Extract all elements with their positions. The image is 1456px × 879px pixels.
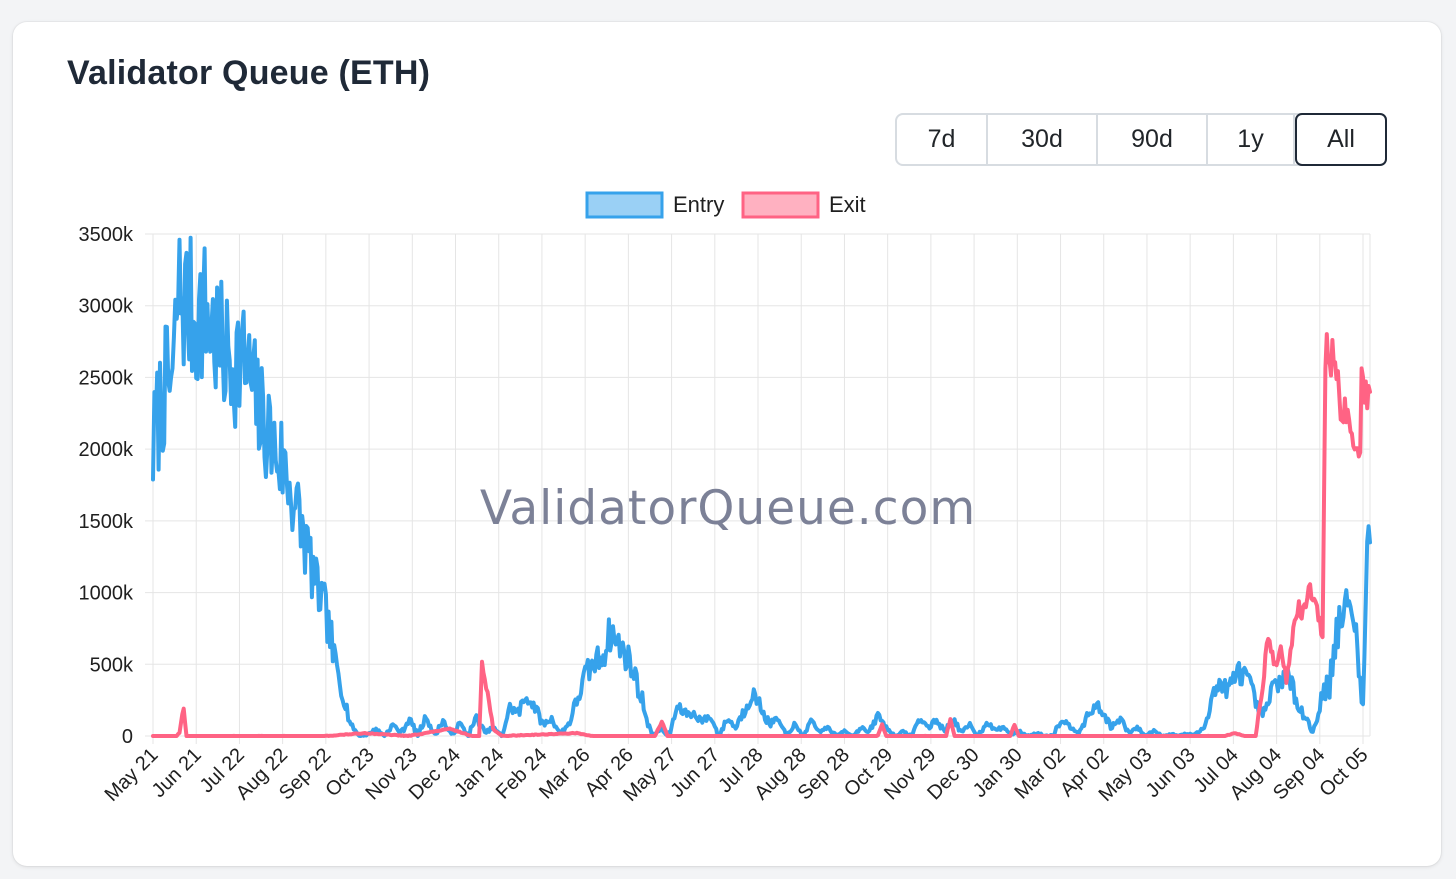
x-tick-label: Jun 27 (666, 744, 724, 802)
time-range-selector: 7d 30d 90d 1y All (895, 113, 1387, 166)
range-button-30d[interactable]: 30d (988, 115, 1098, 164)
legend-swatch (585, 191, 664, 219)
page-title: Validator Queue (ETH) (67, 54, 431, 92)
chart-series (151, 235, 1372, 738)
legend-item-exit[interactable]: Exit (741, 191, 866, 219)
series-line-exit (151, 332, 1372, 738)
watermark-layer: ValidatorQueue.com (480, 481, 976, 536)
legend-swatch (741, 191, 820, 219)
chart-legend[interactable]: Entry Exit (585, 191, 866, 219)
range-button-90d[interactable]: 90d (1098, 115, 1208, 164)
range-button-7d[interactable]: 7d (897, 115, 988, 164)
legend-label: Entry (673, 192, 724, 217)
validator-queue-chart: ValidatorQueue.com 0 500k 1000k 1500k 2000k 2… (79, 191, 1373, 806)
x-tick-label: May 21 (101, 744, 163, 806)
y-tick-label: 2500k (79, 367, 134, 389)
x-tick-label: Oct 05 (1315, 744, 1372, 801)
watermark-text: ValidatorQueue.com (480, 481, 976, 536)
legend-item-entry[interactable]: Entry (585, 191, 724, 219)
y-tick-label: 3500k (79, 224, 134, 246)
range-button-all[interactable]: All (1295, 113, 1387, 166)
x-tick-label: Jun 21 (148, 744, 206, 802)
x-tick-label: Jun 03 (1142, 744, 1200, 802)
y-tick-label: 3000k (79, 296, 134, 318)
y-tick-label: 2000k (79, 439, 134, 461)
chart-card: Validator Queue (ETH) 7d 30d 90d 1y All … (13, 22, 1441, 866)
y-axis: 0 500k 1000k 1500k 2000k 2500k 3000k 3500k (79, 224, 134, 748)
y-tick-label: 1500k (79, 511, 134, 533)
range-button-1y[interactable]: 1y (1208, 115, 1295, 164)
y-tick-label: 500k (90, 654, 134, 676)
legend-label: Exit (829, 192, 866, 217)
y-tick-label: 0 (122, 726, 133, 748)
y-tick-label: 1000k (79, 583, 134, 605)
